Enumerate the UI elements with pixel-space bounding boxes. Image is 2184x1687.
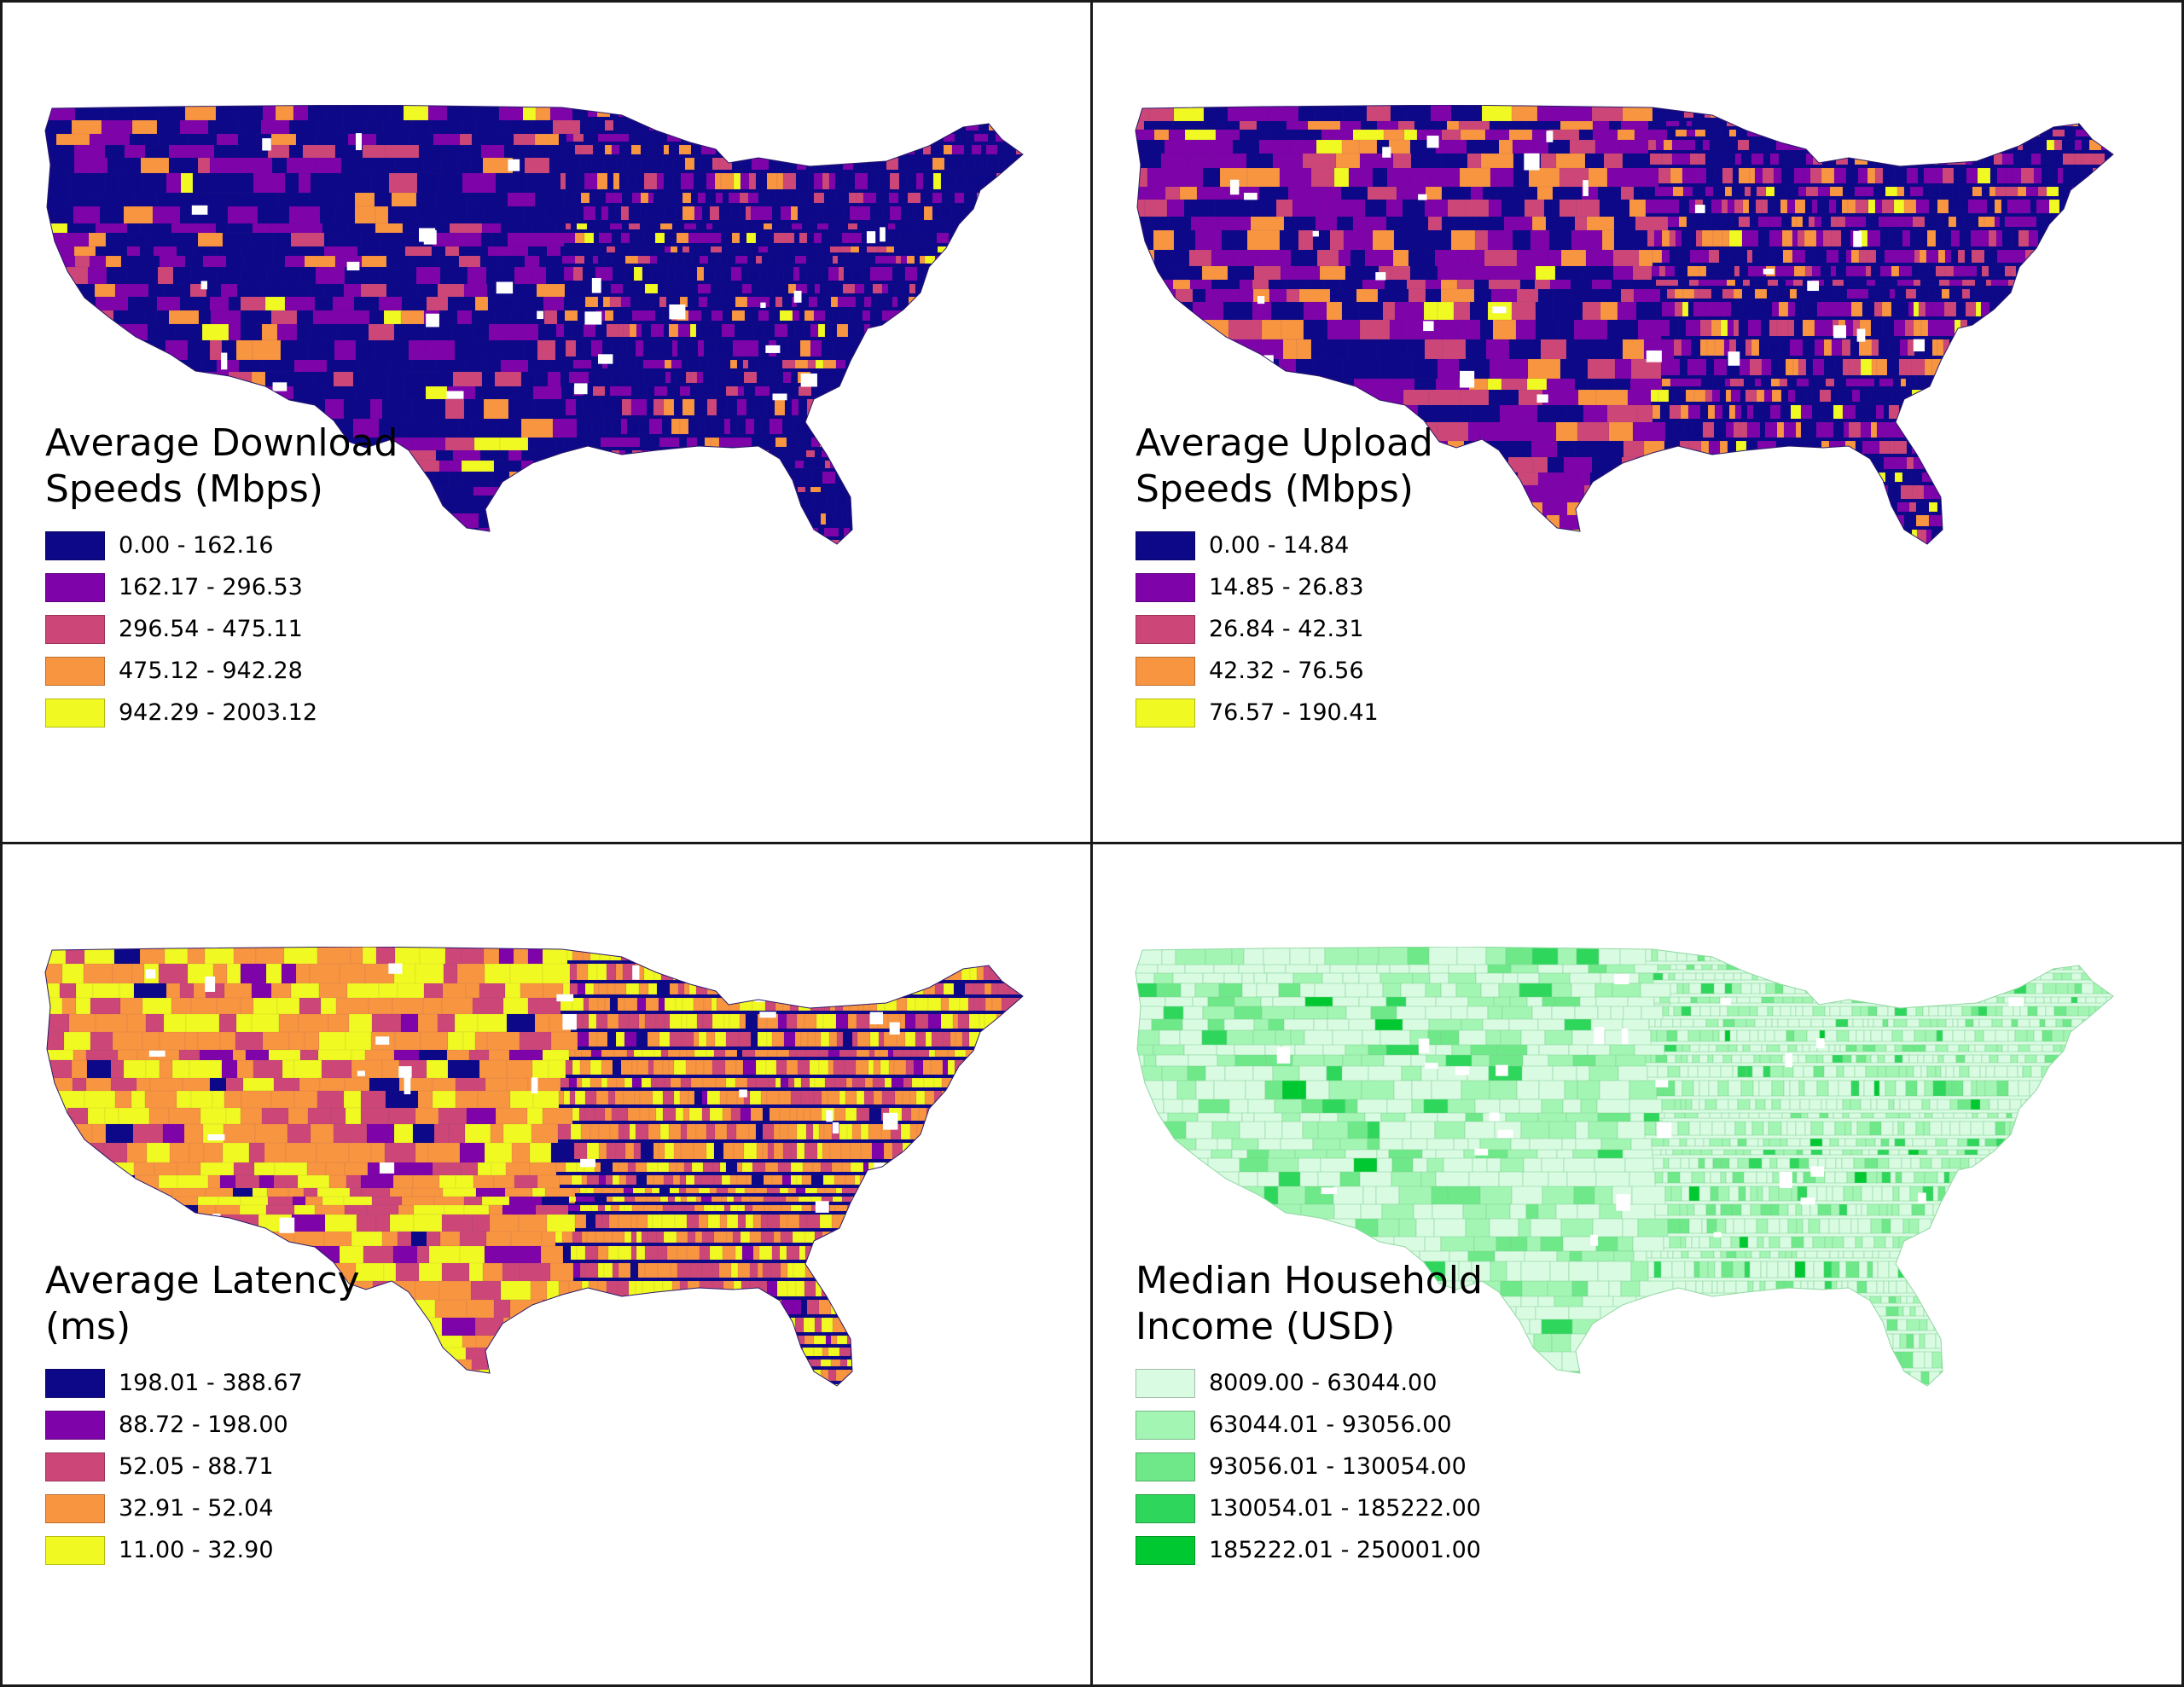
legend-item: 0.00 - 14.84 — [1136, 525, 1511, 566]
legend-label: 11.00 - 32.90 — [119, 1537, 274, 1563]
legend-label: 8009.00 - 63044.00 — [1209, 1370, 1438, 1396]
legend-item: 88.72 - 198.00 — [45, 1404, 421, 1446]
us-outline — [44, 947, 1024, 1387]
legend-title-line: Speeds (Mbps) — [1136, 467, 1414, 511]
legend-item: 93056.01 - 130054.00 — [1136, 1446, 1511, 1487]
legend-title-line: Median Household — [1136, 1259, 1483, 1302]
legend-item: 32.91 - 52.04 — [45, 1487, 421, 1529]
legend-item: 185222.01 - 250001.00 — [1136, 1529, 1511, 1571]
legend-title: Average Latency (ms) — [45, 1258, 421, 1350]
us-choropleth-map-latency — [44, 947, 1024, 1387]
legend-label: 52.05 - 88.71 — [119, 1453, 274, 1480]
legend-title: Average Upload Speeds (Mbps) — [1136, 420, 1511, 513]
legend-label: 42.32 - 76.56 — [1209, 658, 1364, 684]
legend-swatch — [1136, 1410, 1195, 1440]
legend-title-line: (ms) — [45, 1305, 131, 1348]
legend-label: 0.00 - 162.16 — [119, 532, 274, 559]
legend-item: 14.85 - 26.83 — [1136, 566, 1511, 608]
legend-swatch — [45, 1452, 105, 1481]
legend-label: 76.57 - 190.41 — [1209, 699, 1379, 726]
legend-label: 26.84 - 42.31 — [1209, 616, 1364, 642]
legend-swatch — [1136, 698, 1195, 728]
legend-item: 26.84 - 42.31 — [1136, 608, 1511, 650]
legend-label: 130054.01 - 185222.00 — [1209, 1495, 1481, 1522]
legend-item: 11.00 - 32.90 — [45, 1529, 421, 1571]
legend-title: Median Household Income (USD) — [1136, 1258, 1511, 1350]
legend-label: 475.12 - 942.28 — [119, 658, 303, 684]
legend-item: 63044.01 - 93056.00 — [1136, 1404, 1511, 1446]
legend-label: 14.85 - 26.83 — [1209, 574, 1364, 600]
legend-swatch — [1136, 1493, 1195, 1523]
legend-swatch — [1136, 1535, 1195, 1565]
legend-title-line: Speeds (Mbps) — [45, 467, 323, 511]
legend-swatch — [45, 1368, 105, 1398]
legend-swatch — [45, 614, 105, 644]
legend-label: 162.17 - 296.53 — [119, 574, 303, 600]
legend-item: 475.12 - 942.28 — [45, 650, 421, 692]
legend-label: 88.72 - 198.00 — [119, 1412, 288, 1438]
legend-swatch — [45, 572, 105, 602]
legend-latency: Average Latency (ms) 198.01 - 388.67 88.… — [45, 1258, 421, 1571]
us-outline — [1135, 105, 2114, 545]
legend-swatch — [1136, 656, 1195, 686]
legend-label: 198.01 - 388.67 — [119, 1370, 303, 1396]
legend-label: 185222.01 - 250001.00 — [1209, 1537, 1481, 1563]
legend-label: 32.91 - 52.04 — [119, 1495, 274, 1522]
legend-upload: Average Upload Speeds (Mbps) 0.00 - 14.8… — [1136, 420, 1511, 733]
legend-item: 0.00 - 162.16 — [45, 525, 421, 566]
legend-label: 63044.01 - 93056.00 — [1209, 1412, 1452, 1438]
legend-swatch — [1136, 1368, 1195, 1398]
legend-swatch — [1136, 530, 1195, 560]
legend-item: 162.17 - 296.53 — [45, 566, 421, 608]
us-outline — [44, 105, 1024, 545]
panel-latency: Average Latency (ms) 198.01 - 388.67 88.… — [3, 844, 1086, 1680]
legend-item: 130054.01 - 185222.00 — [1136, 1487, 1511, 1529]
legend-item: 42.32 - 76.56 — [1136, 650, 1511, 692]
legend-income: Median Household Income (USD) 8009.00 - … — [1136, 1258, 1511, 1571]
legend-swatch — [1136, 1452, 1195, 1481]
legend-title: Average Download Speeds (Mbps) — [45, 420, 421, 513]
legend-swatch — [45, 698, 105, 728]
legend-item: 296.54 - 475.11 — [45, 608, 421, 650]
legend-label: 0.00 - 14.84 — [1209, 532, 1350, 559]
legend-title-line: Average Upload — [1136, 421, 1433, 465]
legend-item: 52.05 - 88.71 — [45, 1446, 421, 1487]
us-outline — [1135, 947, 2114, 1387]
legend-item: 76.57 - 190.41 — [1136, 692, 1511, 733]
legend-label: 296.54 - 475.11 — [119, 616, 303, 642]
legend-swatch — [45, 1410, 105, 1440]
legend-swatch — [45, 1535, 105, 1565]
panel-upload-speeds: Average Upload Speeds (Mbps) 0.00 - 14.8… — [1093, 3, 2176, 838]
legend-swatch — [45, 1493, 105, 1523]
panel-download-speeds: Average Download Speeds (Mbps) 0.00 - 16… — [3, 3, 1086, 838]
legend-title-line: Average Latency — [45, 1259, 360, 1302]
legend-download: Average Download Speeds (Mbps) 0.00 - 16… — [45, 420, 421, 733]
legend-swatch — [1136, 572, 1195, 602]
legend-item: 942.29 - 2003.12 — [45, 692, 421, 733]
legend-item: 198.01 - 388.67 — [45, 1362, 421, 1404]
legend-title-line: Average Download — [45, 421, 398, 465]
us-choropleth-map-income — [1135, 947, 2114, 1387]
legend-swatch — [1136, 614, 1195, 644]
legend-item: 8009.00 - 63044.00 — [1136, 1362, 1511, 1404]
us-choropleth-map-download — [44, 105, 1024, 545]
legend-title-line: Income (USD) — [1136, 1305, 1396, 1348]
legend-label: 93056.01 - 130054.00 — [1209, 1453, 1467, 1480]
us-choropleth-map-upload — [1135, 105, 2114, 545]
legend-swatch — [45, 530, 105, 560]
panel-median-income: Median Household Income (USD) 8009.00 - … — [1093, 844, 2176, 1680]
legend-swatch — [45, 656, 105, 686]
legend-label: 942.29 - 2003.12 — [119, 699, 318, 726]
panel-divider-horizontal — [0, 842, 2184, 844]
